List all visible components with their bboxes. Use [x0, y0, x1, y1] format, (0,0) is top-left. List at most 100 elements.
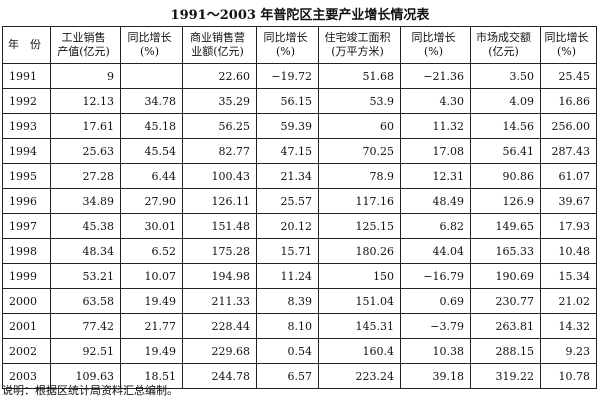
value-cell: −21.36 [400, 63, 471, 89]
value-cell: 15.34 [540, 263, 597, 289]
value-cell: 70.25 [318, 138, 401, 164]
value-cell: 48.34 [50, 238, 121, 264]
value-cell: 16.86 [540, 88, 597, 114]
header-line: (万平方米) [331, 45, 384, 58]
value-cell: 27.28 [50, 163, 121, 189]
value-cell: 10.07 [120, 263, 183, 289]
value-cell: 21.02 [540, 288, 597, 314]
value-cell: 0.69 [400, 288, 471, 314]
header-line: 同比增长 [544, 31, 589, 44]
value-cell: 256.00 [540, 113, 597, 139]
value-cell: 160.4 [318, 338, 401, 364]
header-line: (%) [556, 45, 577, 58]
value-cell: 22.60 [182, 63, 257, 89]
value-cell: 8.10 [256, 313, 319, 339]
value-cell: 228.44 [182, 313, 257, 339]
data-table: 年 份工业销售 产值(亿元) 同比增长 (%) 商业销售营 业额(亿元) 同比增长 (%) 住宅… [2, 26, 597, 389]
value-cell: 44.04 [400, 238, 471, 264]
value-cell: 92.51 [50, 338, 121, 364]
value-cell: 287.43 [540, 138, 597, 164]
value-cell: 10.38 [400, 338, 471, 364]
value-cell: 56.15 [256, 88, 319, 114]
value-cell: 244.78 [182, 363, 257, 389]
header-line: 市场成交额 [476, 31, 531, 44]
value-cell: 9.23 [540, 338, 597, 364]
value-cell: 61.07 [540, 163, 597, 189]
value-cell: 10.78 [540, 363, 597, 389]
value-cell: 17.93 [540, 213, 597, 239]
table-row: 1995 27.28 6.44 100.43 21.34 78.9 12.31 90.86 61… [2, 163, 597, 189]
value-cell: 45.18 [120, 113, 183, 139]
column-header: 同比增长 (%) [256, 26, 319, 64]
column-header: 商业销售营 业额(亿元) [182, 26, 257, 64]
table-row: 2003 109.63 18.51 244.78 6.57 223.24 39.18 319.… [2, 363, 597, 389]
value-cell: 27.90 [120, 188, 183, 214]
table-body: 1991 9 22.60 −19.72 51.68 −21.36 3.50 25.45 1992… [2, 63, 597, 389]
header-line: (%) [423, 45, 444, 58]
footnote: 说明：根据区统计局资料汇总编制。 [2, 384, 178, 397]
value-cell: 126.9 [470, 188, 541, 214]
value-cell: 47.15 [256, 138, 319, 164]
value-cell: 39.18 [400, 363, 471, 389]
table-row: 2002 92.51 19.49 229.68 0.54 160.4 10.38 288.15… [2, 338, 597, 364]
column-header: 住宅竣工面积 (万平方米) [318, 26, 401, 64]
value-cell: 12.13 [50, 88, 121, 114]
value-cell: 175.28 [182, 238, 257, 264]
year-cell: 1995 [2, 163, 51, 189]
value-cell: −19.72 [256, 63, 319, 89]
header-line: 工业销售 [61, 31, 106, 44]
value-cell: 3.50 [470, 63, 541, 89]
value-cell: 20.12 [256, 213, 319, 239]
header-line: 产值(亿元) [57, 45, 110, 58]
value-cell: 34.89 [50, 188, 121, 214]
value-cell: 4.09 [470, 88, 541, 114]
table-row: 2000 63.58 19.49 211.33 8.39 151.04 0.69 230.77… [2, 288, 597, 314]
value-cell: 48.49 [400, 188, 471, 214]
value-cell: 77.42 [50, 313, 121, 339]
value-cell: 194.98 [182, 263, 257, 289]
value-cell: 288.15 [470, 338, 541, 364]
table-row: 1999 53.21 10.07 194.98 11.24 150 −16.79 190.69… [2, 263, 597, 289]
column-header: 同比增长 (%) [120, 26, 183, 64]
value-cell: 56.25 [182, 113, 257, 139]
value-cell: 10.48 [540, 238, 597, 264]
header-line: 住宅竣工面积 [324, 31, 391, 44]
column-header: 工业销售 产值(亿元) [50, 26, 121, 64]
table-row: 1997 45.38 30.01 151.48 20.12 125.15 6.82 149.6… [2, 213, 597, 239]
value-cell: 117.16 [318, 188, 401, 214]
header-line: (亿元) [488, 45, 519, 58]
value-cell: 17.61 [50, 113, 121, 139]
value-cell: 9 [50, 63, 121, 89]
column-header: 同比增长 (%) [540, 26, 597, 64]
column-header: 市场成交额 (亿元) [470, 26, 541, 64]
value-cell: 125.15 [318, 213, 401, 239]
value-cell: 149.65 [470, 213, 541, 239]
header-line: 商业销售营 [190, 31, 245, 44]
value-cell: −3.79 [400, 313, 471, 339]
value-cell: 230.77 [470, 288, 541, 314]
value-cell: 19.49 [120, 288, 183, 314]
value-cell: 223.24 [318, 363, 401, 389]
year-cell: 2000 [2, 288, 51, 314]
value-cell: 229.68 [182, 338, 257, 364]
value-cell: 25.57 [256, 188, 319, 214]
year-cell: 2002 [2, 338, 51, 364]
value-cell: 14.32 [540, 313, 597, 339]
header-line: 同比增长 [263, 31, 308, 44]
year-cell: 1991 [2, 63, 51, 89]
value-cell: 6.82 [400, 213, 471, 239]
value-cell: 53.9 [318, 88, 401, 114]
value-cell: 90.86 [470, 163, 541, 189]
header-row: 年 份工业销售 产值(亿元) 同比增长 (%) 商业销售营 业额(亿元) 同比增长 (%) 住宅… [2, 26, 597, 64]
value-cell: 19.49 [120, 338, 183, 364]
value-cell: 151.04 [318, 288, 401, 314]
value-cell: 11.24 [256, 263, 319, 289]
year-cell: 2003 [2, 363, 51, 389]
value-cell: 15.71 [256, 238, 319, 264]
column-header: 同比增长 (%) [400, 26, 471, 64]
value-cell: 39.67 [540, 188, 597, 214]
value-cell: 8.39 [256, 288, 319, 314]
year-cell: 1998 [2, 238, 51, 264]
value-cell: 319.22 [470, 363, 541, 389]
